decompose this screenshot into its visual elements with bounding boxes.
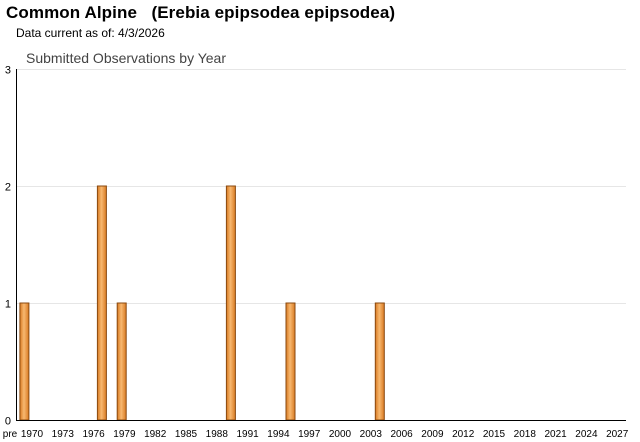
bars <box>19 185 385 421</box>
bar-1976[interactable] <box>96 185 107 421</box>
bar-1995[interactable] <box>285 302 296 421</box>
axes <box>16 69 626 421</box>
x-tick-label: 1970 <box>21 429 44 440</box>
y-tick-labels: 0 1 2 3 <box>5 65 11 428</box>
x-tick-label: 1973 <box>52 429 75 440</box>
x-tick-label: 1994 <box>267 429 290 440</box>
bar-1989[interactable] <box>225 185 236 421</box>
x-tick-label: pre <box>3 429 18 440</box>
x-tick-label: 1988 <box>206 429 229 440</box>
x-tick-label: 2009 <box>421 429 444 440</box>
y-tick-label: 3 <box>5 65 11 77</box>
x-tick-label: 2006 <box>390 429 413 440</box>
x-tick-label: 1982 <box>144 429 167 440</box>
x-tick-labels: pre 1970 1973 1976 1979 1982 1985 1988 1991 1994 1… <box>3 429 629 440</box>
bar-2004[interactable] <box>374 302 385 421</box>
x-tick-label: 2012 <box>452 429 475 440</box>
bar-pre-1970[interactable] <box>19 302 30 421</box>
x-tick-label: 2024 <box>575 429 598 440</box>
data-current-label: Data current as of: 4/3/2026 <box>16 26 165 40</box>
bar-1978[interactable] <box>116 302 127 421</box>
x-tick-label: 1976 <box>82 429 105 440</box>
y-tick-label: 2 <box>5 182 11 194</box>
y-tick-label: 1 <box>5 299 11 311</box>
y-tick-label: 0 <box>5 416 11 428</box>
x-tick-label: 2027 <box>606 429 629 440</box>
x-tick-label: 2003 <box>360 429 383 440</box>
x-tick-label: 2015 <box>483 429 506 440</box>
x-tick-label: 2018 <box>514 429 537 440</box>
x-tick-label: 1997 <box>298 429 321 440</box>
page-title: Common Alpine (Erebia epipsodea epipsode… <box>6 3 396 22</box>
x-tick-label: 2021 <box>544 429 567 440</box>
grid-lines <box>16 69 626 304</box>
x-tick-label: 1985 <box>175 429 198 440</box>
x-tick-label: 2000 <box>329 429 352 440</box>
x-tick-label: 1991 <box>236 429 259 440</box>
chart-title: Submitted Observations by Year <box>26 50 227 66</box>
x-tick-label: 1979 <box>113 429 136 440</box>
